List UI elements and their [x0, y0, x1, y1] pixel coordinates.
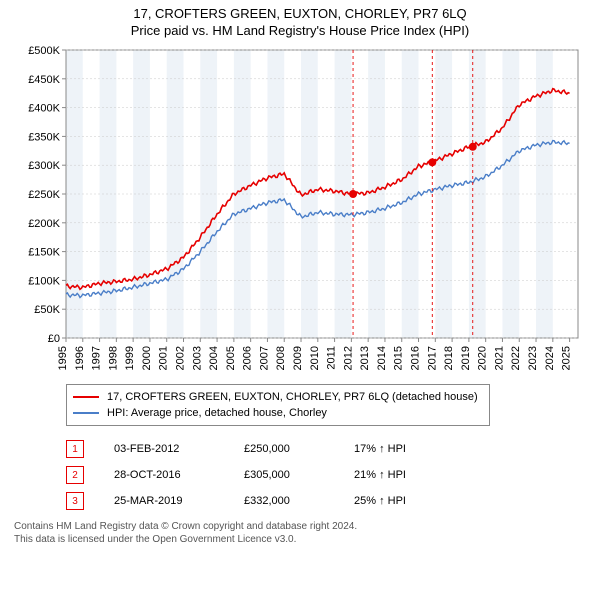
legend-label: HPI: Average price, detached house, Chor… — [107, 407, 327, 419]
svg-text:2019: 2019 — [460, 346, 472, 370]
svg-text:2008: 2008 — [275, 346, 287, 370]
svg-text:2003: 2003 — [191, 346, 203, 370]
chart-area: £0 £50K £100K £150K £200K £250K £300K £350K £400… — [12, 46, 588, 378]
marker-pct: 17% ↑ HPI — [354, 443, 434, 455]
svg-text:2001: 2001 — [158, 346, 170, 370]
marker-date: 03-FEB-2012 — [114, 443, 244, 455]
svg-text:1996: 1996 — [74, 346, 86, 370]
svg-text:2005: 2005 — [225, 346, 237, 370]
svg-text:2004: 2004 — [208, 346, 220, 370]
marker-price: £305,000 — [244, 469, 354, 481]
svg-text:£150K: £150K — [28, 247, 60, 259]
svg-text:£350K: £350K — [28, 131, 60, 143]
svg-text:1999: 1999 — [124, 346, 136, 370]
svg-text:2018: 2018 — [443, 346, 455, 370]
footnote-line: This data is licensed under the Open Gov… — [14, 533, 588, 546]
svg-text:2016: 2016 — [410, 346, 422, 370]
svg-text:£50K: £50K — [34, 304, 60, 316]
svg-text:2011: 2011 — [326, 346, 338, 370]
svg-text:2022: 2022 — [510, 346, 522, 370]
svg-text:2020: 2020 — [477, 346, 489, 370]
svg-text:2010: 2010 — [309, 346, 321, 370]
svg-text:£300K: £300K — [28, 160, 60, 172]
svg-text:£0: £0 — [48, 333, 60, 345]
marker-date: 25-MAR-2019 — [114, 495, 244, 507]
svg-text:2021: 2021 — [493, 346, 505, 370]
legend-row: HPI: Average price, detached house, Chor… — [73, 405, 483, 421]
marker-table: 1 03-FEB-2012£250,00017% ↑ HPI 2 28-OCT-201… — [66, 436, 588, 514]
chart-title-main: 17, CROFTERS GREEN, EUXTON, CHORLEY, PR7… — [0, 6, 600, 21]
marker-number-box: 3 — [66, 492, 84, 510]
chart-title-sub: Price paid vs. HM Land Registry's House … — [0, 23, 600, 38]
svg-text:2023: 2023 — [527, 346, 539, 370]
marker-row: 1 03-FEB-2012£250,00017% ↑ HPI — [66, 436, 588, 462]
marker-number-box: 1 — [66, 440, 84, 458]
line-chart: £0 £50K £100K £150K £200K £250K £300K £350K £400… — [12, 46, 588, 378]
svg-text:2014: 2014 — [376, 346, 388, 370]
marker-price: £250,000 — [244, 443, 354, 455]
svg-text:£200K: £200K — [28, 218, 60, 230]
svg-text:2009: 2009 — [292, 346, 304, 370]
svg-text:2024: 2024 — [544, 346, 556, 370]
svg-text:2015: 2015 — [393, 346, 405, 370]
svg-text:2017: 2017 — [426, 346, 438, 370]
marker-date: 28-OCT-2016 — [114, 469, 244, 481]
footnote: Contains HM Land Registry data © Crown c… — [14, 520, 588, 546]
legend-row: 17, CROFTERS GREEN, EUXTON, CHORLEY, PR7… — [73, 389, 483, 405]
svg-text:2012: 2012 — [342, 346, 354, 370]
marker-price: £332,000 — [244, 495, 354, 507]
svg-text:2013: 2013 — [359, 346, 371, 370]
svg-text:1995: 1995 — [57, 346, 69, 370]
marker-number-box: 2 — [66, 466, 84, 484]
svg-text:1997: 1997 — [91, 346, 103, 370]
svg-text:2002: 2002 — [175, 346, 187, 370]
svg-text:£500K: £500K — [28, 46, 60, 57]
svg-text:1998: 1998 — [107, 346, 119, 370]
svg-text:2007: 2007 — [258, 346, 270, 370]
legend-label: 17, CROFTERS GREEN, EUXTON, CHORLEY, PR7… — [107, 391, 478, 403]
svg-text:2006: 2006 — [242, 346, 254, 370]
svg-text:2025: 2025 — [561, 346, 573, 370]
marker-row: 3 25-MAR-2019£332,00025% ↑ HPI — [66, 488, 588, 514]
svg-text:£450K: £450K — [28, 74, 60, 86]
legend-swatch — [73, 412, 99, 414]
marker-pct: 25% ↑ HPI — [354, 495, 434, 507]
legend: 17, CROFTERS GREEN, EUXTON, CHORLEY, PR7… — [66, 384, 490, 426]
marker-row: 2 28-OCT-2016£305,00021% ↑ HPI — [66, 462, 588, 488]
svg-text:£100K: £100K — [28, 275, 60, 287]
legend-swatch — [73, 396, 99, 398]
footnote-line: Contains HM Land Registry data © Crown c… — [14, 520, 588, 533]
svg-text:£400K: £400K — [28, 103, 60, 115]
svg-text:£250K: £250K — [28, 189, 60, 201]
svg-text:2000: 2000 — [141, 346, 153, 370]
marker-pct: 21% ↑ HPI — [354, 469, 434, 481]
